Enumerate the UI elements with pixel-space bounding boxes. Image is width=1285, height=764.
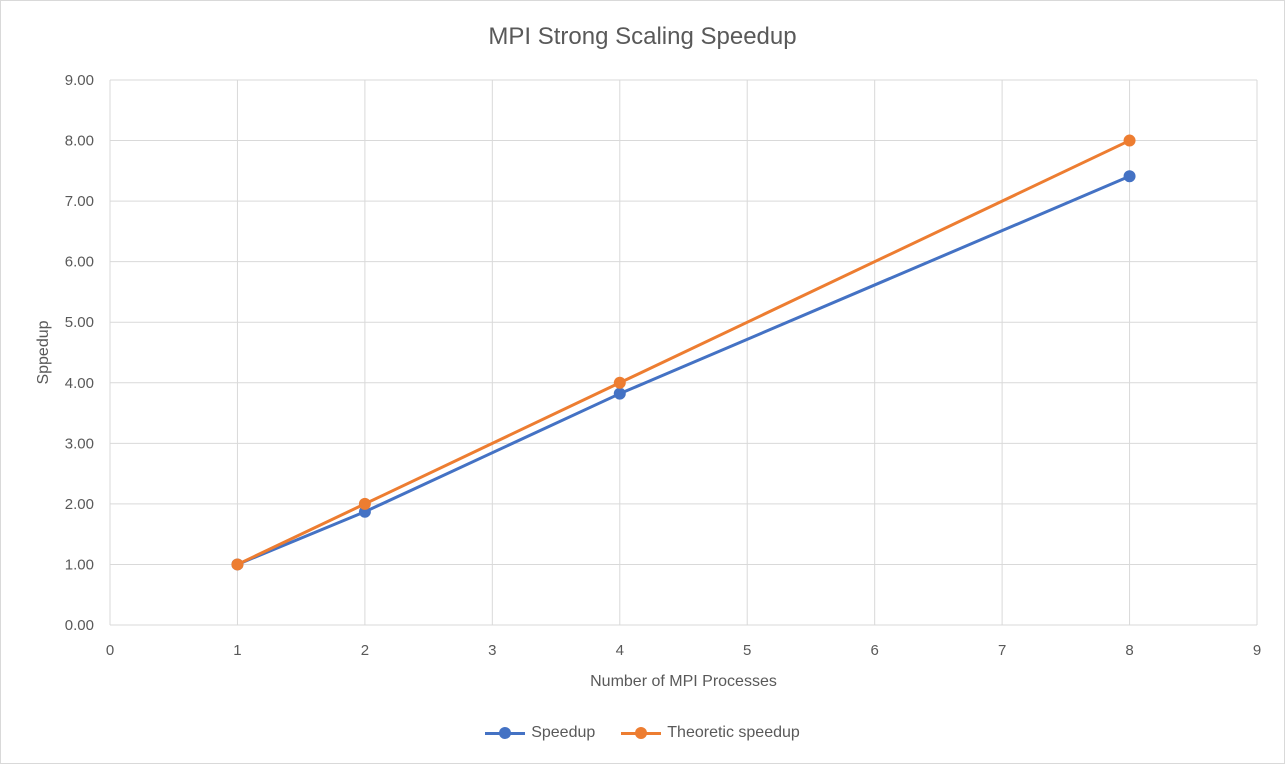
legend-swatch-speedup bbox=[485, 723, 526, 743]
y-tick-label: 6.00 bbox=[65, 254, 94, 271]
legend: Speedup Theoretic speedup bbox=[1, 723, 1284, 743]
legend-label-speedup: Speedup bbox=[531, 724, 596, 741]
x-tick-label: 9 bbox=[1253, 642, 1261, 659]
y-tick-label: 4.00 bbox=[65, 375, 94, 392]
legend-item-theoretic-speedup: Theoretic speedup bbox=[621, 723, 800, 743]
x-tick-label: 7 bbox=[998, 642, 1006, 659]
data-point-theoretic-speedup bbox=[231, 558, 244, 571]
x-axis-title: Number of MPI Processes bbox=[590, 673, 777, 690]
legend-item-speedup: Speedup bbox=[485, 723, 595, 743]
data-point-theoretic-speedup bbox=[613, 376, 626, 389]
y-tick-labels: 0.00 1.00 2.00 3.00 4.00 5.00 6.00 7.00 8.00 9.00 bbox=[65, 72, 94, 634]
data-point-theoretic-speedup bbox=[1123, 134, 1136, 147]
series-line-theoretic-speedup bbox=[236, 139, 1131, 566]
data-point-theoretic-speedup bbox=[358, 497, 371, 510]
series-layer bbox=[231, 134, 1136, 571]
y-tick-label: 8.00 bbox=[65, 133, 94, 150]
x-tick-label: 1 bbox=[233, 642, 241, 659]
y-axis-title: Sppedup bbox=[35, 320, 52, 384]
x-tick-label: 8 bbox=[1125, 642, 1133, 659]
series-line-speedup bbox=[236, 174, 1131, 566]
y-tick-label: 5.00 bbox=[65, 314, 94, 331]
y-tick-label: 7.00 bbox=[65, 193, 94, 210]
x-tick-label: 0 bbox=[106, 642, 114, 659]
x-tick-label: 6 bbox=[870, 642, 878, 659]
y-tick-label: 9.00 bbox=[65, 72, 94, 89]
data-point-speedup bbox=[1123, 170, 1136, 183]
grid-layer bbox=[109, 79, 1258, 626]
y-tick-label: 0.00 bbox=[65, 617, 94, 634]
legend-label-theoretic-speedup: Theoretic speedup bbox=[667, 724, 800, 741]
y-tick-label: 1.00 bbox=[65, 556, 94, 573]
x-tick-label: 4 bbox=[616, 642, 624, 659]
x-tick-label: 3 bbox=[488, 642, 496, 659]
y-tick-label: 2.00 bbox=[65, 496, 94, 513]
data-point-speedup bbox=[613, 387, 626, 400]
chart-title: MPI Strong Scaling Speedup bbox=[488, 23, 797, 50]
x-tick-label: 2 bbox=[361, 642, 369, 659]
legend-swatch-theoretic-speedup bbox=[621, 723, 662, 743]
y-tick-label: 3.00 bbox=[65, 435, 94, 452]
x-tick-label: 5 bbox=[743, 642, 751, 659]
x-tick-labels: 0 1 2 3 4 5 6 7 8 9 bbox=[106, 642, 1261, 659]
